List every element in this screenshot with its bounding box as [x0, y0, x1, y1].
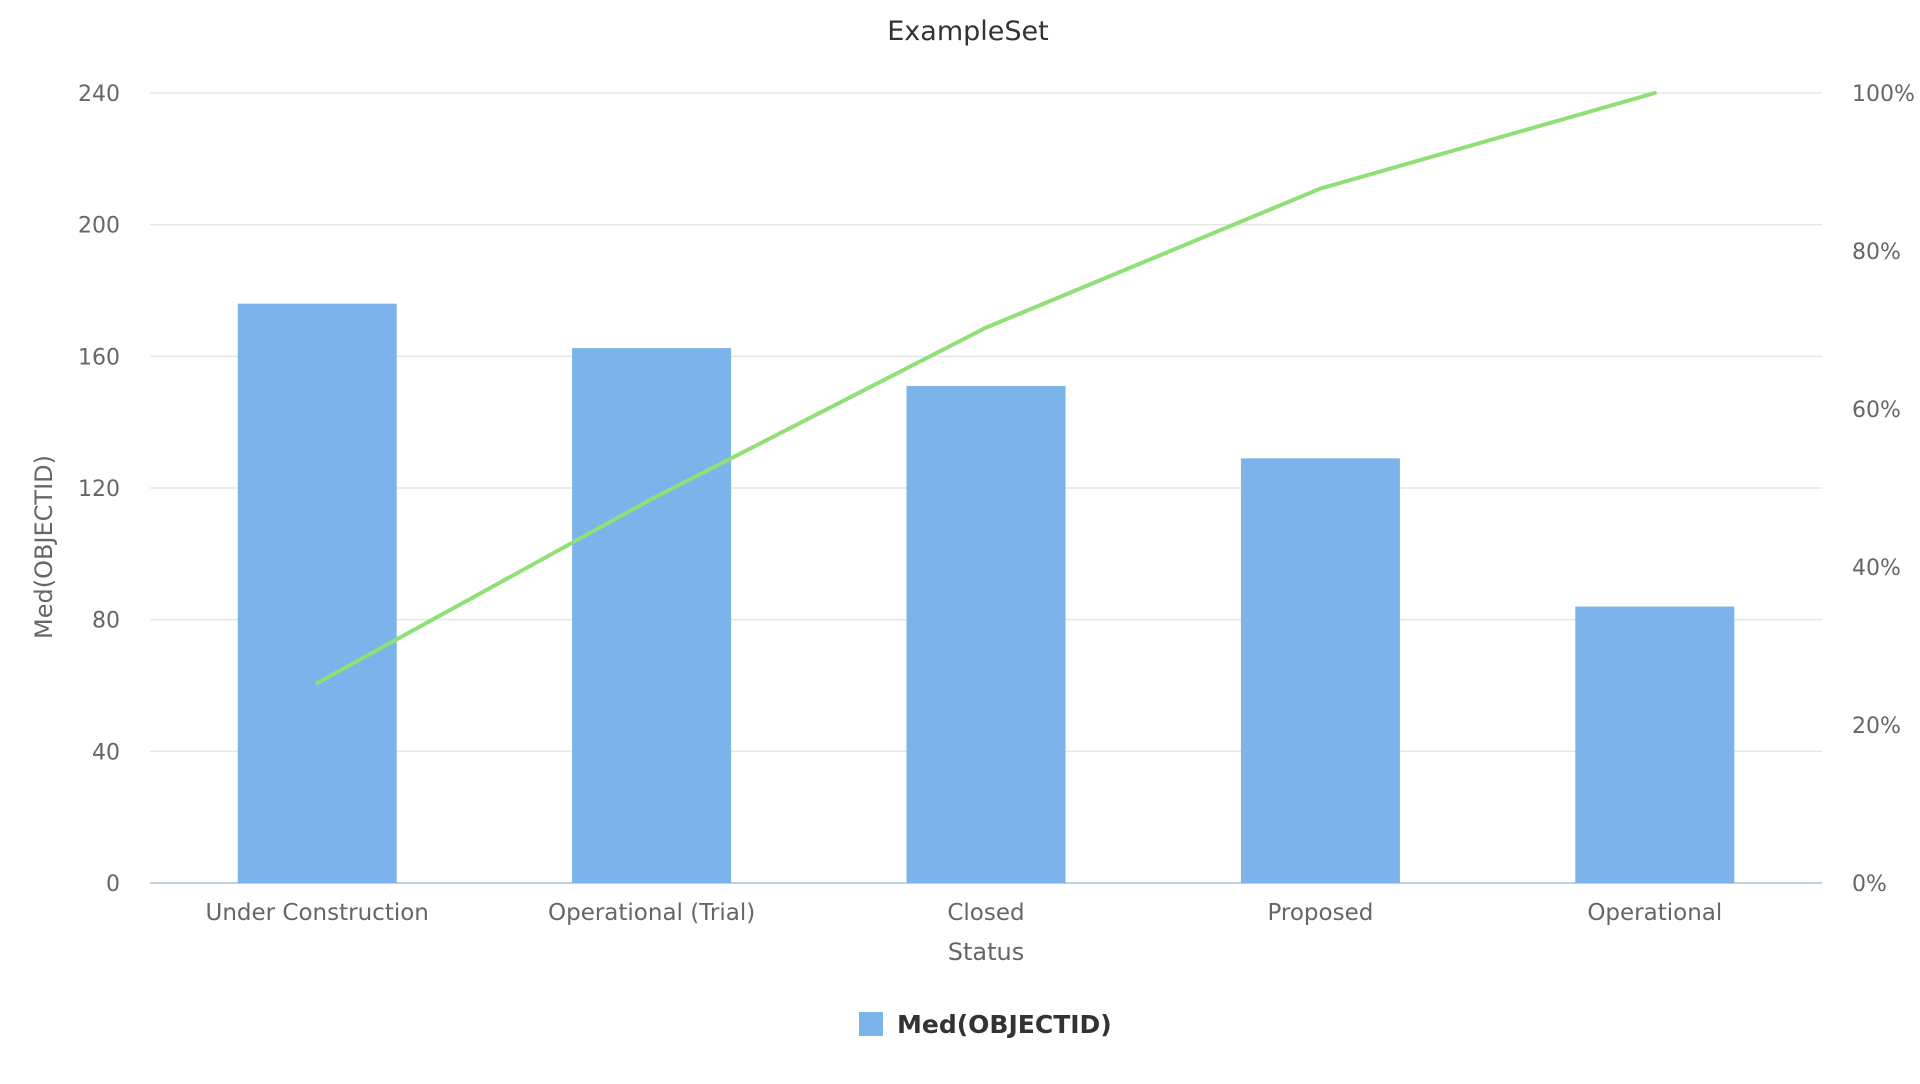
chart-title: ExampleSet — [887, 16, 1048, 47]
bar[interactable] — [1575, 606, 1735, 884]
bar[interactable] — [1240, 458, 1400, 883]
x-tick-label: Proposed — [1267, 900, 1373, 926]
y-tick-label: 160 — [78, 345, 120, 370]
y2-tick-label: 0% — [1852, 872, 1887, 897]
y2-tick-label: 40% — [1852, 556, 1901, 581]
x-tick-label: Operational (Trial) — [548, 900, 755, 926]
y2-tick-label: 100% — [1852, 82, 1915, 107]
y2-tick-label: 60% — [1852, 398, 1901, 423]
x-tick-label: Closed — [947, 900, 1024, 926]
y-tick-label: 200 — [78, 214, 120, 239]
bar-series[interactable] — [237, 303, 1735, 884]
x-tick-label: Operational — [1587, 900, 1722, 926]
bar[interactable] — [906, 385, 1066, 883]
x-tick-label: Under Construction — [206, 900, 429, 926]
y2-axis-ticks: 0% 20% 40% 60% 80% 100% — [1852, 82, 1915, 897]
bar[interactable] — [572, 348, 732, 884]
y2-tick-label: 80% — [1852, 240, 1901, 265]
x-axis-ticks: Under Construction Operational (Trial) Clo… — [206, 900, 1723, 926]
legend[interactable]: Med(OBJECTID) — [859, 1010, 1112, 1039]
cumulative-line[interactable] — [315, 91, 1657, 686]
y-tick-label: 240 — [78, 82, 120, 107]
y-axis-title: Med(OBJECTID) — [30, 455, 58, 639]
bar[interactable] — [237, 303, 397, 884]
legend-swatch[interactable] — [859, 1012, 883, 1036]
y-tick-label: 0 — [106, 872, 120, 897]
legend-label[interactable]: Med(OBJECTID) — [897, 1010, 1112, 1039]
cumulative-line-series[interactable] — [315, 91, 1657, 686]
x-axis-title: Status — [948, 938, 1024, 966]
y-tick-label: 120 — [78, 477, 120, 502]
y-tick-label: 80 — [92, 609, 120, 634]
y-tick-label: 40 — [92, 740, 120, 765]
y2-tick-label: 20% — [1852, 714, 1901, 739]
y-axis-ticks: 0 40 80 120 160 200 240 — [78, 82, 120, 897]
